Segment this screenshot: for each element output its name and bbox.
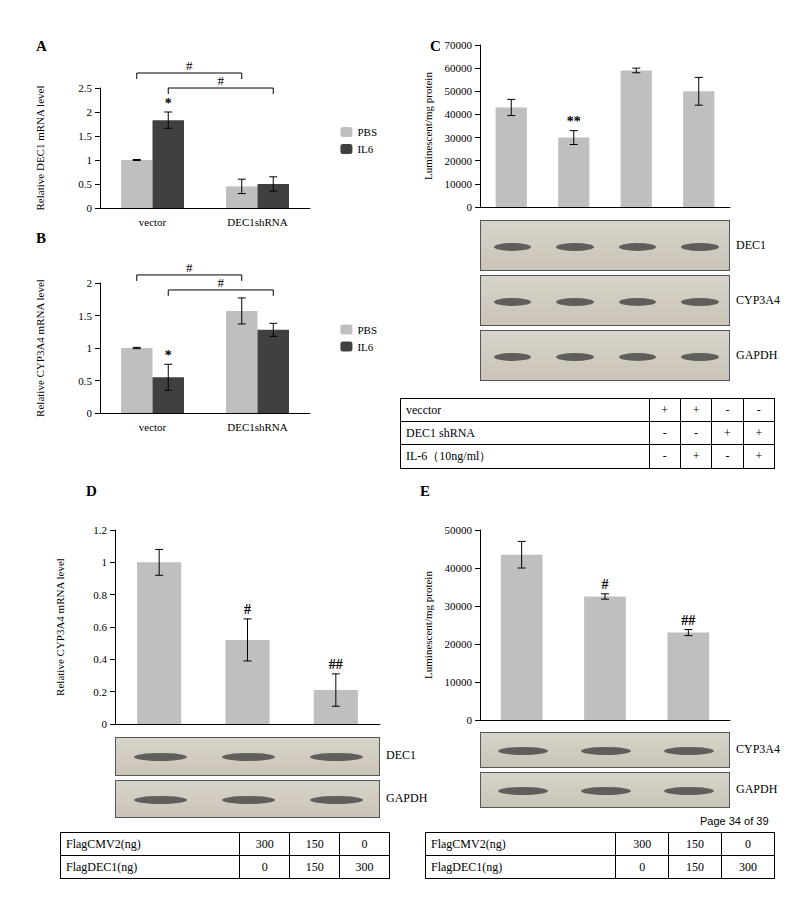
html-text:0: 0 — [261, 859, 268, 874]
html-text:E: E — [420, 483, 430, 499]
svg-text:DEC1shRNA: DEC1shRNA — [227, 216, 288, 228]
html-text:150: 150 — [686, 836, 705, 851]
html-text:IL-6（10ng/ml）: IL-6（10ng/ml） — [406, 449, 492, 463]
svg-text:60000: 60000 — [445, 62, 473, 74]
svg-text:Luminescent/mg protein: Luminescent/mg protein — [422, 72, 434, 180]
svg-text:0.2: 0.2 — [93, 686, 107, 698]
html-text:0: 0 — [639, 859, 646, 874]
svg-text:0.5: 0.5 — [78, 178, 92, 190]
html-text:A: A — [36, 38, 47, 54]
html-text:GAPDH: GAPDH — [736, 782, 778, 796]
svg-text:#: # — [186, 58, 193, 73]
html-text:C: C — [430, 38, 441, 54]
html-text:DEC1 shRNA: DEC1 shRNA — [406, 425, 475, 440]
svg-text:Relative CYP3A4 mRNA level: Relative CYP3A4 mRNA level — [34, 279, 46, 417]
svg-text:DEC1shRNA: DEC1shRNA — [227, 421, 288, 433]
svg-text:1.5: 1.5 — [78, 130, 92, 142]
svg-text:0: 0 — [467, 201, 473, 213]
svg-text:##: ## — [329, 657, 343, 672]
svg-text:2: 2 — [87, 277, 93, 289]
svg-text:50000: 50000 — [445, 85, 473, 97]
svg-text:#: # — [602, 577, 609, 592]
svg-text:PBS: PBS — [357, 126, 377, 138]
svg-text:#: # — [218, 73, 225, 88]
html-text:0: 0 — [361, 836, 368, 851]
svg-text:20000: 20000 — [445, 155, 473, 167]
svg-text:30000: 30000 — [445, 600, 473, 612]
svg-text:0.8: 0.8 — [93, 589, 107, 601]
svg-text:1.5: 1.5 — [78, 310, 92, 322]
html-text:FlagCMV2(ng): FlagCMV2(ng) — [431, 836, 506, 851]
svg-text:IL6: IL6 — [357, 341, 373, 353]
svg-text:40000: 40000 — [445, 108, 473, 120]
svg-text:0: 0 — [102, 718, 108, 730]
svg-text:*: * — [165, 96, 172, 111]
html-text:150: 150 — [305, 836, 324, 851]
html-text:CYP3A4: CYP3A4 — [736, 292, 780, 307]
html-text:DEC1: DEC1 — [386, 748, 416, 763]
svg-text:1: 1 — [87, 154, 93, 166]
html-text:DEC1: DEC1 — [736, 237, 766, 252]
html-text:300: 300 — [739, 859, 757, 874]
svg-text:Relative DEC1 mRNA level: Relative DEC1 mRNA level — [34, 86, 46, 211]
svg-text:1: 1 — [102, 556, 108, 568]
html-text:300: 300 — [633, 836, 652, 851]
svg-text:0: 0 — [467, 714, 473, 726]
svg-text:0: 0 — [87, 407, 93, 419]
svg-text:0: 0 — [87, 202, 93, 214]
html-text:150: 150 — [686, 859, 705, 874]
svg-text:0.6: 0.6 — [93, 621, 107, 633]
svg-text:10000: 10000 — [445, 178, 473, 190]
html-text:0: 0 — [745, 836, 751, 851]
svg-text:2.5: 2.5 — [78, 82, 92, 94]
html-text:FlagDEC1(ng): FlagDEC1(ng) — [431, 859, 503, 874]
svg-text:IL6: IL6 — [357, 143, 373, 155]
svg-text:*: * — [165, 348, 172, 363]
html-text:150: 150 — [305, 859, 324, 874]
svg-text:Luminescent/mg protein: Luminescent/mg protein — [422, 571, 434, 679]
svg-text:1.2: 1.2 — [93, 524, 107, 536]
svg-text:Relative CYP3A4 mRNA level: Relative CYP3A4 mRNA level — [54, 558, 66, 696]
html-text:GAPDH: GAPDH — [736, 347, 778, 362]
svg-text:2: 2 — [87, 106, 93, 118]
svg-text:#: # — [186, 260, 193, 275]
svg-text:**: ** — [567, 114, 581, 129]
svg-text:1: 1 — [87, 342, 93, 354]
svg-text:30000: 30000 — [445, 132, 473, 144]
svg-text:40000: 40000 — [445, 562, 473, 574]
html-text:Page 34 of 39: Page 34 of 39 — [700, 815, 769, 827]
html-text:FlagDEC1(ng): FlagDEC1(ng) — [66, 859, 138, 874]
svg-text:0.5: 0.5 — [78, 375, 92, 387]
html-text:B: B — [36, 230, 46, 246]
html-text:GAPDH: GAPDH — [386, 790, 428, 805]
svg-text:#: # — [244, 602, 251, 617]
html-text:FlagCMV2(ng): FlagCMV2(ng) — [66, 836, 141, 851]
svg-text:20000: 20000 — [445, 638, 473, 650]
svg-text:70000: 70000 — [445, 39, 473, 51]
svg-text:#: # — [218, 275, 225, 290]
html-text:CYP3A4: CYP3A4 — [736, 742, 780, 756]
svg-text:##: ## — [681, 613, 695, 628]
svg-text:vector: vector — [139, 216, 167, 228]
html-text:300: 300 — [355, 859, 374, 874]
svg-text:PBS: PBS — [357, 324, 377, 336]
svg-text:0.4: 0.4 — [93, 653, 107, 665]
html-text:vecctor: vecctor — [406, 402, 442, 417]
svg-text:vector: vector — [139, 421, 167, 433]
html-text:D: D — [86, 483, 97, 499]
svg-text:10000: 10000 — [445, 676, 473, 688]
svg-text:50000: 50000 — [445, 524, 473, 536]
html-text:300: 300 — [255, 836, 274, 851]
